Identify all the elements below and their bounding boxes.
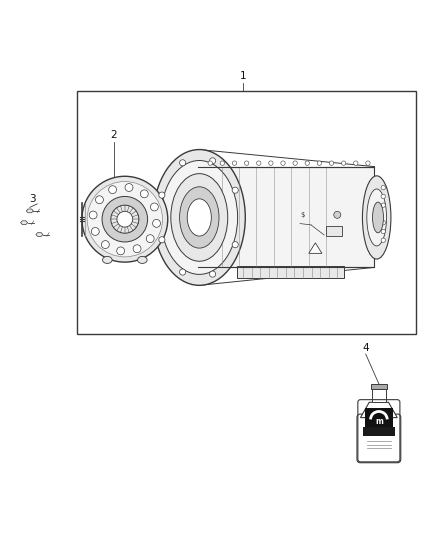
Circle shape [381,194,385,199]
Bar [77,91,416,334]
Circle shape [305,161,310,165]
Circle shape [159,192,165,198]
Circle shape [109,185,117,193]
Polygon shape [36,232,43,237]
Bar [365,408,393,427]
Circle shape [232,241,238,248]
Circle shape [353,161,358,165]
Bar [363,427,395,436]
Circle shape [117,211,133,227]
Circle shape [209,158,215,164]
Circle shape [95,196,103,204]
Circle shape [366,161,370,165]
Ellipse shape [372,202,384,233]
Text: $: $ [300,212,304,218]
Circle shape [89,211,97,219]
Bar [237,266,344,278]
Text: 3: 3 [29,193,36,204]
Text: 2: 2 [110,130,117,140]
Circle shape [232,161,237,165]
Circle shape [111,205,139,233]
Circle shape [381,238,385,243]
Text: 1: 1 [240,71,247,81]
Circle shape [180,160,186,166]
Circle shape [268,161,273,165]
Circle shape [208,161,212,165]
Bar [371,384,387,389]
Circle shape [232,187,238,193]
Polygon shape [360,402,397,418]
Circle shape [146,235,154,243]
Circle shape [92,228,99,236]
Ellipse shape [187,199,211,236]
Circle shape [244,161,249,165]
Polygon shape [21,221,28,224]
FancyBboxPatch shape [357,414,401,463]
Ellipse shape [161,160,237,274]
Circle shape [220,161,225,165]
Circle shape [381,229,385,233]
Bar [372,389,386,402]
Circle shape [209,271,215,277]
Ellipse shape [367,189,387,246]
Text: 4: 4 [362,343,369,352]
Circle shape [381,185,385,190]
Circle shape [381,203,385,207]
Circle shape [133,245,141,253]
Circle shape [381,221,385,225]
Ellipse shape [362,176,391,259]
Circle shape [159,237,165,243]
Circle shape [293,161,297,165]
Circle shape [87,182,162,257]
Text: m: m [375,417,383,426]
Circle shape [152,220,160,227]
Circle shape [281,161,285,165]
Circle shape [117,247,124,255]
Circle shape [257,161,261,165]
Circle shape [334,211,341,219]
Circle shape [140,190,148,198]
Polygon shape [309,243,322,253]
Circle shape [150,203,158,211]
Ellipse shape [138,256,147,263]
Circle shape [102,240,110,248]
Circle shape [82,176,168,262]
Circle shape [317,161,321,165]
Circle shape [329,161,334,165]
Circle shape [342,161,346,165]
Bar [326,226,342,236]
Bar [198,167,374,268]
Bar [365,427,393,435]
Ellipse shape [153,150,245,285]
Circle shape [180,269,186,275]
Ellipse shape [180,187,219,248]
Circle shape [125,183,133,191]
Ellipse shape [171,174,228,261]
Polygon shape [26,209,33,213]
Ellipse shape [102,256,112,263]
Circle shape [102,197,148,242]
